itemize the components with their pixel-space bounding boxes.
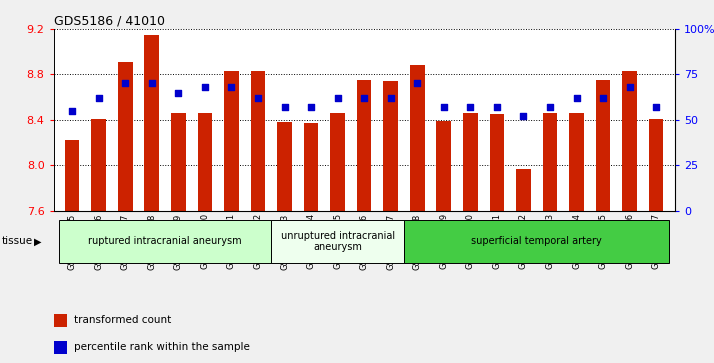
Bar [649,119,663,211]
Point [119,81,131,86]
Point [518,113,529,119]
Bar [144,35,159,211]
Bar [54,314,67,327]
Point [624,84,635,90]
Point [66,108,78,114]
Bar [404,220,670,263]
Point [465,104,476,110]
Text: GDS5186 / 41010: GDS5186 / 41010 [54,15,164,28]
Text: percentile rank within the sample: percentile rank within the sample [74,342,249,352]
Point [332,95,343,101]
Bar [595,80,610,211]
Point [491,104,503,110]
Bar [59,220,271,263]
Point [358,95,370,101]
Bar [271,220,404,263]
Bar [118,62,133,211]
Bar [198,113,212,211]
Point [544,104,555,110]
Text: superficial temporal artery: superficial temporal artery [471,236,602,246]
Bar [277,122,292,211]
Bar [331,113,345,211]
Point [146,81,158,86]
Bar [569,113,584,211]
Point [570,95,582,101]
Bar [410,65,425,211]
Text: ▶: ▶ [34,236,42,246]
Point [278,104,290,110]
Text: ruptured intracranial aneurysm: ruptured intracranial aneurysm [89,236,242,246]
Text: transformed count: transformed count [74,315,171,325]
Bar [303,123,318,211]
Point [438,104,450,110]
Bar [224,71,238,211]
Bar [490,114,504,211]
Bar [543,113,557,211]
Bar [436,121,451,211]
Point [93,95,104,101]
Point [199,84,211,90]
Bar [54,341,67,354]
Bar [357,80,371,211]
Point [650,104,662,110]
Bar [463,113,478,211]
Bar [91,119,106,211]
Point [252,95,263,101]
Point [598,95,609,101]
Point [226,84,237,90]
Bar [516,168,531,211]
Point [173,90,184,95]
Point [385,95,396,101]
Bar [251,71,266,211]
Point [411,81,423,86]
Bar [383,81,398,211]
Text: unruptured intracranial
aneurysm: unruptured intracranial aneurysm [281,231,395,252]
Text: tissue: tissue [2,236,34,246]
Bar [65,140,79,211]
Bar [171,113,186,211]
Point [306,104,317,110]
Bar [623,71,637,211]
